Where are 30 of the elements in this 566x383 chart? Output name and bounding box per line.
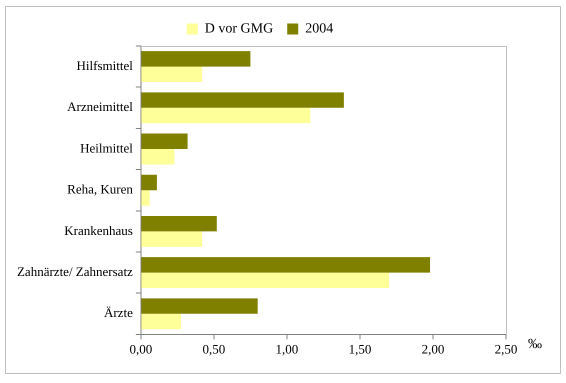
y-tick-label: Hilfsmittel (76, 58, 134, 74)
bar (141, 190, 150, 206)
bar (141, 134, 188, 149)
x-tick-label: 0,00 (129, 342, 152, 357)
x-tick-label: 2,00 (422, 342, 444, 357)
bar (141, 92, 344, 108)
x-tick-label: 1,00 (276, 342, 298, 357)
x-tick-label: 2,50 (494, 342, 518, 357)
x-tick-label: 0,50 (202, 342, 226, 357)
x-tick-label: 1,50 (348, 342, 372, 357)
y-tick-label: Zahnärzte/ Zahnersatz (16, 264, 134, 280)
bar (141, 216, 217, 232)
bar (141, 272, 390, 288)
bar (141, 298, 258, 314)
bar (141, 108, 310, 124)
y-tick-label: Heilmittel (80, 140, 134, 156)
bar (141, 66, 202, 82)
bar (141, 174, 157, 190)
bar (141, 257, 430, 273)
bar (141, 51, 250, 67)
x-axis-title: ‰ (528, 337, 542, 352)
y-tick-label: Krankenhaus (64, 222, 133, 238)
bar (141, 231, 202, 247)
legend-label: 2004 (305, 22, 334, 37)
y-tick-label: Arzneimittel (67, 99, 134, 114)
y-tick-label: Reha, Kuren (67, 182, 134, 197)
legend-label: D vor GMG (204, 22, 274, 37)
bar (141, 149, 174, 164)
y-tick-label: Ärzte (104, 305, 134, 320)
bar (141, 314, 182, 330)
